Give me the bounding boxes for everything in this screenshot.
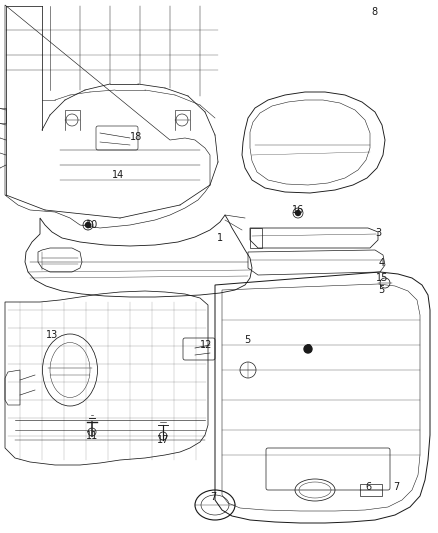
Text: 16: 16 <box>292 205 304 215</box>
Text: 4: 4 <box>379 258 385 268</box>
Text: 3: 3 <box>375 228 381 238</box>
Circle shape <box>85 222 91 228</box>
Text: 11: 11 <box>86 431 98 441</box>
Text: 10: 10 <box>86 220 98 230</box>
Text: 1: 1 <box>217 233 223 243</box>
Text: 15: 15 <box>376 273 388 283</box>
Text: 5: 5 <box>244 335 250 345</box>
Text: 13: 13 <box>46 330 58 340</box>
Circle shape <box>304 345 312 353</box>
Text: 17: 17 <box>157 435 169 445</box>
Circle shape <box>296 211 300 215</box>
Text: 6: 6 <box>365 482 371 492</box>
Text: 18: 18 <box>130 132 142 142</box>
Text: 14: 14 <box>112 170 124 180</box>
Text: 8: 8 <box>371 7 377 17</box>
Text: 12: 12 <box>200 340 212 350</box>
Text: 2: 2 <box>305 344 311 354</box>
Text: 7: 7 <box>393 482 399 492</box>
Text: 7: 7 <box>210 492 216 502</box>
Text: 5: 5 <box>378 285 384 295</box>
